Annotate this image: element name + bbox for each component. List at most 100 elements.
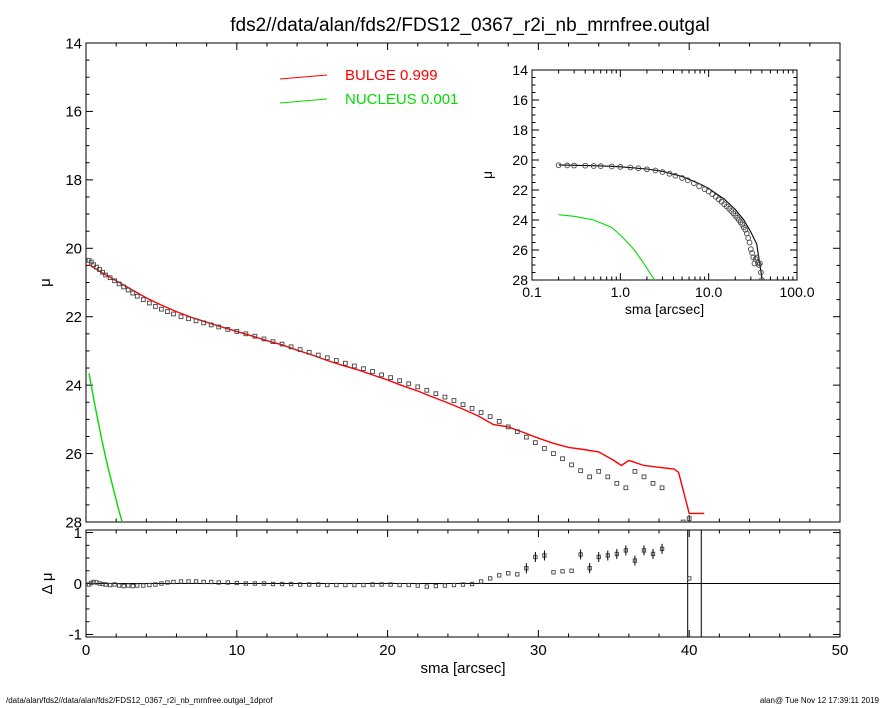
main-data-point (201, 320, 206, 326)
main-data-point (130, 290, 136, 296)
main-ytick-label: 18 (65, 172, 82, 189)
main-data-point (370, 369, 375, 374)
residual-xtick-label: 50 (832, 642, 849, 659)
main-data-point (97, 267, 102, 272)
legend-swatch-1 (279, 98, 328, 104)
residual-data-point (103, 582, 108, 587)
residual-data-point (433, 583, 439, 589)
residual-data-point (460, 582, 466, 587)
residual-data-point (687, 576, 692, 581)
inset-data-point (758, 269, 764, 276)
residual-data-point (325, 582, 330, 588)
footer-timestamp: alan@ Tue Nov 12 17:39:11 2019 (759, 696, 879, 705)
inset-data-point (597, 163, 604, 170)
residual-data-point (379, 582, 384, 587)
residual-data-point (343, 582, 348, 588)
main-data-point (140, 297, 146, 302)
main-data-point (343, 360, 348, 366)
main-data-point (121, 284, 127, 290)
residual-data-point (361, 582, 366, 588)
inset-xtick-label: 0.1 (522, 284, 542, 300)
residual-data-point (478, 579, 484, 584)
main-data-point (496, 419, 502, 424)
main-plot: 14 16 18 20 22 24 26 28 μ BULGE 0.999 NUCLEUS 0.00… (37, 35, 841, 531)
inset-xtick-label: 100.0 (779, 284, 814, 300)
residual-ytick-label: 0 (74, 576, 82, 593)
chart-title: fds2//data/alan/fds2/FDS12_0367_r2i_nb_m… (230, 15, 710, 36)
residual-data-point (216, 580, 221, 585)
main-data-point (460, 402, 466, 407)
residual-data-point (297, 582, 303, 587)
residual-data-point (107, 582, 113, 588)
residual-data-point (442, 583, 448, 588)
residual-data-point (147, 582, 152, 588)
residual-data-point (451, 582, 457, 588)
main-data-point (216, 324, 222, 330)
inset-data-area (555, 162, 765, 280)
residual-data-point (171, 579, 176, 585)
residual-data-point (551, 570, 556, 575)
residual-data-point (506, 571, 511, 576)
residual-data-point (243, 581, 248, 586)
residual-xtick-label: 40 (681, 642, 698, 659)
main-data-point (686, 516, 692, 521)
inset-xtick-label: 10.0 (695, 284, 722, 300)
main-data-point (542, 446, 547, 451)
main-data-point (469, 406, 475, 411)
main-data-point (406, 381, 412, 387)
inset-data-point (635, 165, 642, 172)
residual-data-point (279, 581, 285, 587)
inset-data-point (590, 163, 597, 169)
residual-data-point (352, 582, 357, 588)
main-data-point (315, 352, 321, 358)
main-data-point (186, 316, 191, 322)
main-data-point (623, 485, 629, 491)
residual-data-point (397, 582, 402, 588)
inset-background (532, 70, 797, 280)
main-data-point (533, 440, 538, 445)
main-data-point (178, 314, 184, 320)
residual-data-point (406, 582, 411, 588)
main-data-point (641, 474, 647, 480)
residual-data-point (497, 573, 502, 578)
main-data-point (388, 375, 393, 380)
residual-ytick-label: 1 (74, 525, 82, 542)
main-ytick-label: 20 (65, 241, 82, 258)
inset-data-point (684, 177, 691, 184)
inset-data-point (746, 239, 753, 246)
inset-data-point (564, 162, 571, 169)
inset-data-point (705, 188, 712, 195)
main-data-point (659, 485, 665, 491)
inset-data-point (757, 260, 763, 267)
inset-data-point (739, 221, 746, 228)
residual-data-point (234, 580, 239, 586)
residual-data-point (121, 583, 126, 589)
main-data-point (125, 287, 131, 293)
main-data-point (234, 329, 240, 334)
main-data-point (324, 355, 330, 361)
main-ytick-label: 14 (65, 35, 82, 52)
main-data-point (165, 309, 170, 314)
inset-data-point (666, 170, 673, 177)
main-data-point (451, 398, 457, 403)
inset-xtick-label: 1.0 (611, 284, 631, 300)
inset-data-point (691, 180, 697, 187)
main-data-point (193, 318, 199, 324)
main-data-point (505, 424, 511, 430)
inset-data-point (756, 262, 762, 268)
main-ytick-label: 22 (65, 309, 82, 326)
main-data-point (578, 468, 583, 474)
residual-xtick-label: 30 (530, 642, 547, 659)
main-data-point (361, 366, 366, 372)
residual-data-point (193, 579, 199, 584)
main-ytick-label: 16 (65, 104, 82, 121)
residual-data-point (89, 580, 94, 586)
residual-ylabel: Δ μ (39, 572, 56, 594)
residual-data-point (316, 582, 321, 587)
footer-filename: /data/alan/fds2//data/alan/fds2/FDS12_03… (6, 696, 273, 705)
inset-ytick-label: 20 (512, 152, 528, 168)
inset-data-point (627, 164, 634, 171)
inset-ytick-label: 22 (512, 182, 528, 198)
